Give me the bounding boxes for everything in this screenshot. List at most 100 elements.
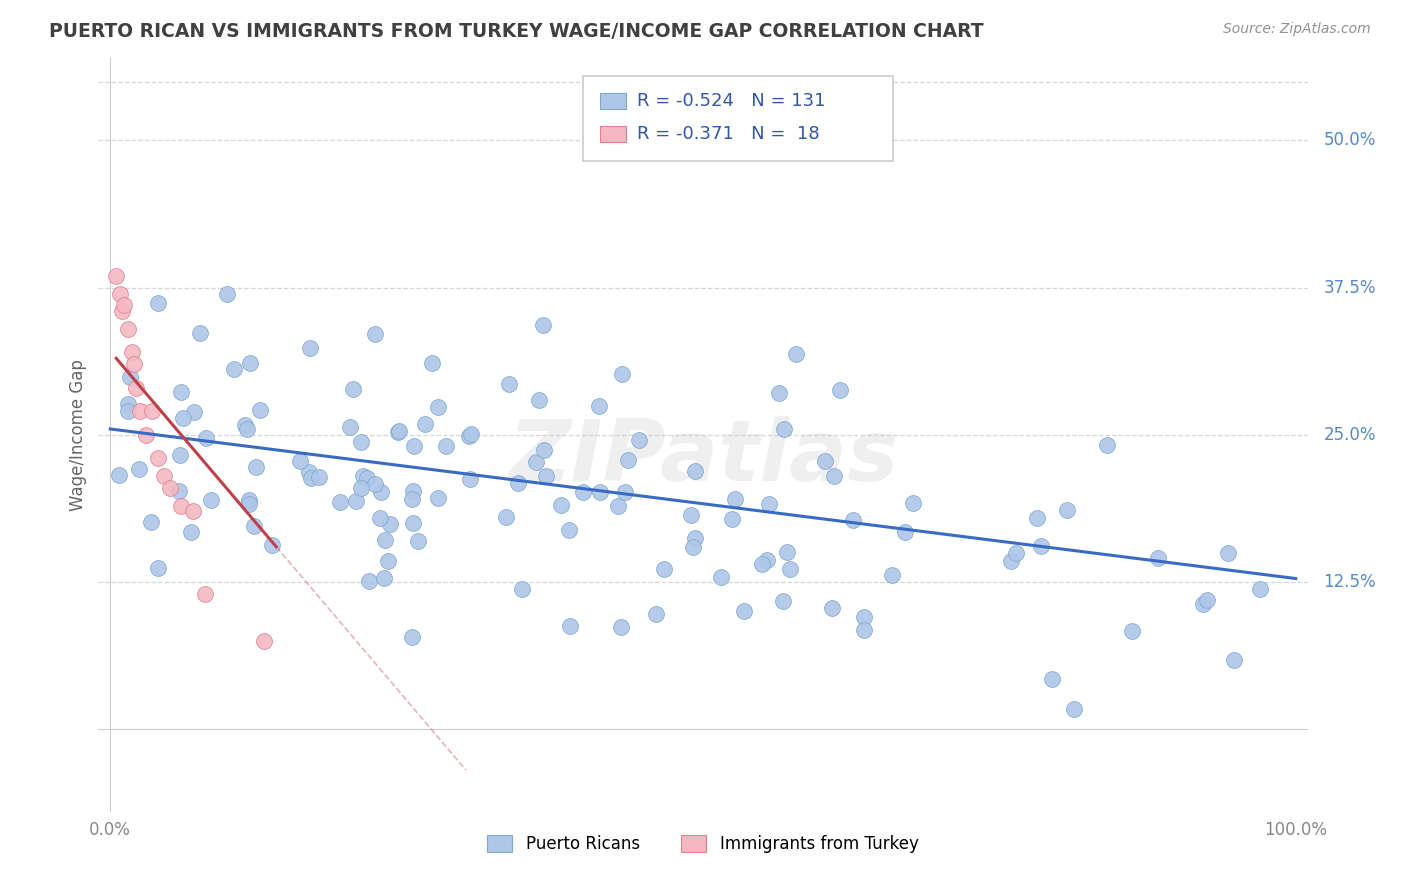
Point (188, 326, 211, 340)
Point (720, 512, 742, 526)
Point (152, 469, 174, 483)
Point (901, 496, 924, 510)
Point (125, 381, 148, 395)
Text: ZIPatlas: ZIPatlas (508, 416, 898, 499)
Point (458, 428, 481, 442)
Point (401, 491, 423, 506)
Point (589, 484, 612, 499)
Point (243, 518, 266, 533)
Point (628, 433, 651, 447)
Point (1197, 593, 1219, 607)
Point (527, 392, 550, 407)
Point (683, 464, 706, 478)
Point (1005, 546, 1028, 560)
Point (238, 493, 260, 508)
Point (536, 469, 558, 483)
Point (1146, 551, 1168, 566)
Point (238, 497, 260, 511)
Point (402, 516, 425, 530)
Point (308, 470, 330, 484)
Point (117, 322, 139, 336)
Point (370, 485, 392, 500)
Point (756, 553, 779, 567)
Point (121, 345, 143, 359)
Point (460, 472, 482, 486)
Point (146, 560, 169, 574)
Point (172, 411, 194, 425)
Point (107, 468, 129, 483)
Point (108, 286, 131, 301)
Point (117, 397, 139, 411)
Point (141, 404, 163, 418)
Point (387, 425, 409, 439)
Y-axis label: Wage/Income Gap: Wage/Income Gap (69, 359, 87, 511)
Text: 50.0%: 50.0% (1323, 131, 1375, 150)
Point (758, 498, 780, 512)
Point (298, 341, 321, 355)
Point (820, 601, 842, 615)
Point (260, 538, 283, 552)
Point (352, 468, 374, 483)
Point (253, 634, 276, 648)
Point (194, 587, 217, 601)
Point (183, 405, 205, 419)
Point (402, 484, 425, 499)
Point (772, 422, 794, 436)
Point (181, 504, 204, 518)
Text: R = -0.371   N =  18: R = -0.371 N = 18 (637, 125, 820, 143)
Point (339, 420, 361, 434)
Point (139, 515, 162, 529)
Point (370, 510, 392, 524)
Point (533, 442, 555, 457)
Point (614, 485, 637, 500)
Point (120, 369, 142, 384)
Point (772, 593, 794, 607)
Point (236, 422, 259, 436)
Point (401, 631, 423, 645)
Point (526, 455, 548, 469)
Point (558, 523, 581, 537)
Point (117, 403, 139, 417)
Point (460, 427, 482, 442)
Point (364, 327, 387, 342)
Point (610, 619, 633, 633)
Point (682, 541, 704, 555)
Point (1097, 438, 1119, 452)
Point (413, 417, 436, 431)
Point (776, 545, 799, 559)
Point (350, 435, 373, 450)
Point (683, 531, 706, 545)
Point (434, 439, 457, 453)
Point (222, 361, 245, 376)
Text: 25.0%: 25.0% (1323, 425, 1376, 444)
Point (853, 623, 876, 637)
Point (645, 607, 668, 622)
Point (420, 356, 443, 370)
Point (709, 570, 731, 584)
Point (607, 499, 630, 513)
Point (239, 356, 262, 370)
Point (724, 491, 747, 506)
Point (498, 376, 520, 391)
Point (329, 494, 352, 508)
Point (510, 582, 533, 596)
Text: 12.5%: 12.5% (1323, 573, 1376, 591)
Point (880, 568, 903, 582)
Point (654, 561, 676, 575)
Point (733, 605, 755, 619)
Point (129, 404, 152, 418)
Point (105, 268, 128, 283)
Point (378, 516, 401, 531)
Point (233, 418, 256, 433)
Point (350, 481, 373, 495)
Point (170, 499, 193, 513)
Point (217, 287, 239, 301)
Point (426, 401, 449, 415)
Point (359, 574, 381, 588)
Point (374, 533, 396, 548)
Point (1031, 539, 1053, 553)
Point (426, 491, 449, 505)
Point (560, 619, 582, 633)
Point (1042, 673, 1064, 687)
Point (681, 508, 703, 522)
